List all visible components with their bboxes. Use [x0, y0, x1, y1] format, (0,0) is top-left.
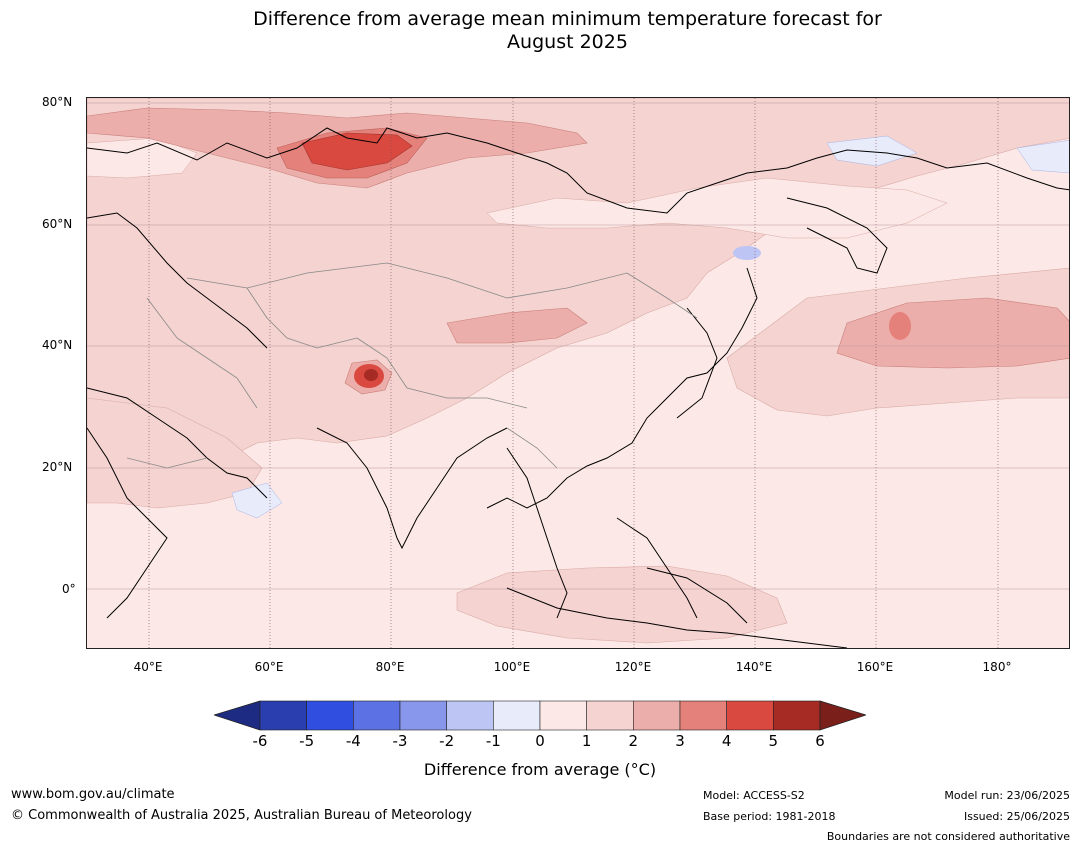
colorbar-tick-label: 4	[721, 732, 732, 750]
lat-label-60n: 60°N	[42, 217, 73, 231]
colorbar-tick-label: -3	[392, 732, 408, 750]
colorbar-segment	[633, 700, 681, 731]
colorbar-tick-label: 6	[815, 732, 825, 750]
colorbar-extend-high	[819, 700, 866, 731]
colorbar-segment	[539, 700, 587, 731]
country-borders	[126, 262, 698, 469]
copyright-text: © Commonwealth of Australia 2025, Austra…	[11, 808, 472, 823]
anomaly-region-3-4-pacific	[889, 312, 911, 340]
title-line-2: August 2025	[507, 31, 628, 53]
colorbar-segment	[773, 700, 821, 731]
coastlines	[87, 127, 1069, 648]
anomaly-region-0-1-siberia	[486, 177, 948, 239]
anomaly-region-1-2-middle-east	[87, 397, 263, 509]
website-link[interactable]: www.bom.gov.au/climate	[11, 787, 175, 802]
map-title: Difference from average mean minimum tem…	[0, 8, 1081, 54]
colorbar-segment	[399, 700, 447, 731]
lat-label-equator: 0°	[62, 582, 76, 596]
disclaimer-text: Boundaries are not considered authoritat…	[826, 830, 1070, 843]
colorbar-segment	[586, 700, 634, 731]
model-text: Model: ACCESS-S2	[703, 789, 805, 802]
colorbar-segment	[446, 700, 494, 731]
anomaly-map	[86, 97, 1070, 649]
colorbar-tick-label: 1	[581, 732, 592, 750]
colorbar-tick-label: 2	[628, 732, 639, 750]
lat-label-40n: 40°N	[42, 338, 73, 352]
anomaly-region-1-2-maritime	[456, 565, 788, 644]
colorbar-tick-label: 3	[675, 732, 685, 750]
anomaly-region-5-6-himalaya	[364, 369, 378, 381]
lon-label-100e: 100°E	[493, 660, 531, 674]
colorbar-segment	[353, 700, 401, 731]
lon-label-160e: 160°E	[856, 660, 894, 674]
lat-label-80n: 80°N	[42, 95, 73, 109]
title-line-1: Difference from average mean minimum tem…	[253, 8, 882, 30]
colorbar-tick-label: 5	[768, 732, 779, 750]
anomaly-region-4-5-urals	[301, 132, 413, 171]
base-period-text: Base period: 1981-2018	[703, 810, 836, 823]
lon-label-140e: 140°E	[735, 660, 773, 674]
colorbar-tick-label: -5	[299, 732, 315, 750]
colorbar-segment	[726, 700, 774, 731]
colorbar-extend-low	[214, 700, 261, 731]
model-run-text: Model run: 23/06/2025	[944, 789, 1070, 802]
colorbar-tick-label: -6	[252, 732, 268, 750]
latitude-gridlines	[87, 102, 1069, 590]
colorbar-segment	[306, 700, 354, 731]
anomaly-region-neg-bering	[1016, 140, 1069, 174]
colorbar-segment	[679, 700, 727, 731]
colorbar-tick-label: -2	[439, 732, 455, 750]
colorbar-tick-label: -4	[345, 732, 361, 750]
issued-text: Issued: 25/06/2025	[963, 810, 1070, 823]
lon-label-80e: 80°E	[375, 660, 405, 674]
colorbar-tick-label: 0	[535, 732, 545, 750]
anomaly-region-2-3-tibet	[446, 307, 588, 344]
lon-label-60e: 60°E	[254, 660, 284, 674]
colorbar-tick-label: -1	[485, 732, 501, 750]
anomaly-region-neg-okhotsk	[733, 246, 761, 260]
anomaly-region-neg-east-siberia	[826, 135, 918, 167]
longitude-gridlines	[148, 98, 999, 648]
colorbar	[214, 700, 866, 731]
colorbar-label: Difference from average (°C)	[423, 760, 657, 779]
colorbar-segment	[259, 700, 307, 731]
map-svg	[87, 98, 1069, 648]
lon-label-180: 180°	[982, 660, 1012, 674]
colorbar-segment	[493, 700, 541, 731]
lon-label-120e: 120°E	[614, 660, 652, 674]
lat-label-20n: 20°N	[42, 460, 73, 474]
lon-label-40e: 40°E	[133, 660, 163, 674]
anomaly-region-neg-arabian-sea	[231, 482, 283, 519]
